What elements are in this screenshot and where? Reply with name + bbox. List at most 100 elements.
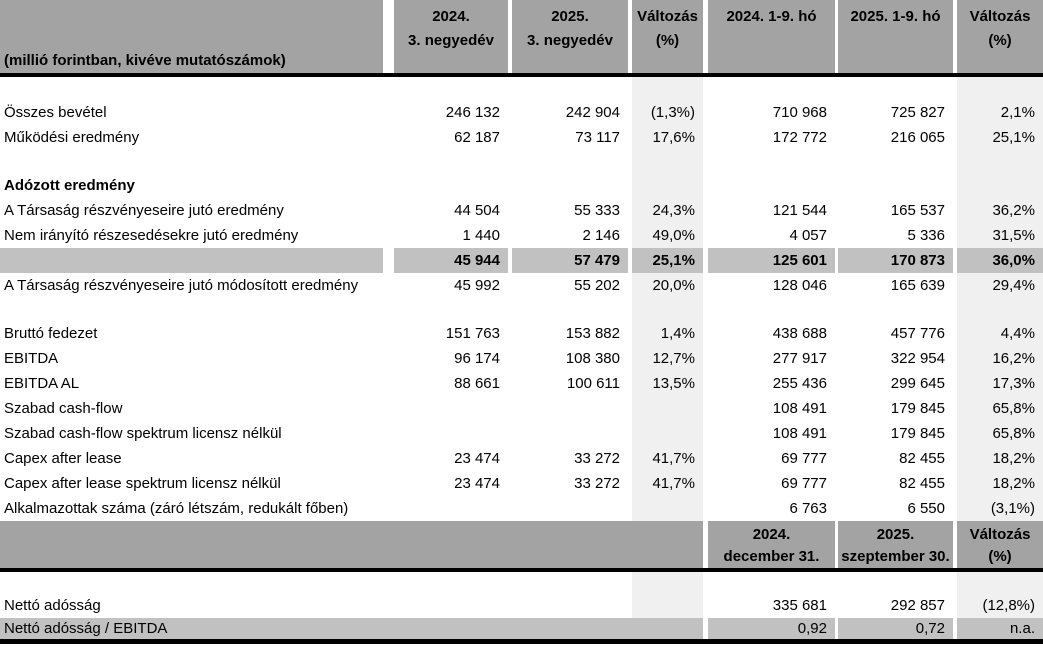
q3_2024-value: 246 132	[383, 100, 508, 125]
chg_q-value: 41,7%	[628, 446, 703, 471]
chg_ytd-value: (3,1%)	[953, 496, 1043, 521]
ytd_2024-value: 6 763	[703, 496, 835, 521]
table-row: Nettó adósság 335 681 292 857 (12,8%)	[0, 593, 1043, 618]
row-label	[0, 248, 383, 273]
row-label: Adózott eredmény	[4, 177, 135, 194]
q3_2024-value	[383, 396, 508, 421]
col-header-date-2024: 2024. december 31.	[703, 521, 835, 568]
table-row: Capex after lease spektrum licensz nélkü…	[0, 471, 1043, 496]
row-label: Nettó adósság	[4, 597, 101, 614]
chg_q-value: 1,4%	[628, 321, 703, 346]
chg_ytd-value: 25,1%	[953, 125, 1043, 150]
ytd_2024-value: 108 491	[703, 396, 835, 421]
chg_q-value	[628, 496, 703, 521]
q3_2024-value: 88 661	[383, 371, 508, 396]
table-row: Bruttó fedezet 151 763 153 882 1,4% 438 688 4…	[0, 321, 1043, 346]
q3_2024-value	[383, 496, 508, 521]
q3_2025-value: 2 146	[508, 223, 628, 248]
q3_2025-value: 242 904	[508, 100, 628, 125]
ytd_2024-value: 69 777	[703, 471, 835, 496]
table-row: Nettó adósság / EBITDA 0,92 0,72 n.a.	[0, 618, 1043, 639]
ytd_2025-value	[835, 173, 953, 198]
chg_ytd-value	[953, 77, 1043, 100]
table-row: 45 944 57 479 25,1% 125 601 170 873 36,0%	[0, 248, 1043, 273]
q3_2024-value: 96 174	[383, 346, 508, 371]
chg_ytd-value: 16,2%	[953, 346, 1043, 371]
q3_2025-value	[508, 421, 628, 446]
q3_2024-value: 23 474	[383, 446, 508, 471]
row-label: A Társaság részvényeseire jutó módosítot…	[4, 277, 359, 294]
col-header-ytd-2025: 2025. 1-9. hó	[835, 0, 953, 73]
ytd_2025-value: 457 776	[835, 321, 953, 346]
row-label	[0, 150, 383, 173]
q3_2025-value: 55 202	[508, 273, 628, 298]
ytd_2025-value: 6 550	[835, 496, 953, 521]
chg_q-value: 24,3%	[628, 198, 703, 223]
q3_2025-value	[508, 396, 628, 421]
balance-header-section: 2024. december 31. 2025. szeptember 30. …	[0, 521, 1043, 572]
q3_2025-value	[508, 77, 628, 100]
chg_q-value: 49,0%	[628, 223, 703, 248]
row-label: Alkalmazottak száma (záró létszám, reduk…	[4, 500, 349, 517]
ytd_2025-value: 322 954	[835, 346, 953, 371]
q3_2024-value	[383, 298, 508, 321]
row-label: EBITDA	[4, 350, 59, 367]
col-header-ytd-2024: 2024. 1-9. hó	[703, 0, 835, 73]
spacer-row	[0, 572, 1043, 593]
q3_2024-value	[383, 77, 508, 100]
row-label: Capex after lease spektrum licensz nélkü…	[4, 475, 281, 492]
chg_q-value	[628, 593, 703, 618]
ytd_2024-value: 172 772	[703, 125, 835, 150]
ytd_2024-value: 108 491	[703, 421, 835, 446]
q3_2024-value	[383, 421, 508, 446]
ytd_2024-value	[703, 77, 835, 100]
chg_ytd-value: n.a.	[953, 618, 1043, 639]
chg_ytd-value: 36,0%	[953, 248, 1043, 273]
row-label: Bruttó fedezet	[4, 325, 98, 342]
ytd_2025-value: 299 645	[835, 371, 953, 396]
table-row: Nem irányító részesedésekre jutó eredmén…	[0, 223, 1043, 248]
ytd_2024-value	[703, 572, 835, 593]
table-row: Szabad cash-flow spektrum licensz nélkül…	[0, 421, 1043, 446]
table-row: EBITDA AL 88 661 100 611 13,5% 255 436 299 64…	[0, 371, 1043, 396]
chg_ytd-value	[953, 572, 1043, 593]
q3_2025-value: 33 272	[508, 446, 628, 471]
ytd_2025-value: 82 455	[835, 446, 953, 471]
q3_2024-value: 1 440	[383, 223, 508, 248]
ytd_2025-value: 170 873	[835, 248, 953, 273]
chg_q-value	[628, 421, 703, 446]
unit-note: (millió forintban, kivéve mutatószámok)	[4, 52, 286, 69]
spacer-row	[0, 77, 1043, 100]
chg_q-value: 17,6%	[628, 125, 703, 150]
ytd_2024-value	[703, 150, 835, 173]
ytd_2025-value: 165 537	[835, 198, 953, 223]
chg_ytd-value: 2,1%	[953, 100, 1043, 125]
q3_2025-value: 33 272	[508, 471, 628, 496]
ytd_2024-value: 128 046	[703, 273, 835, 298]
q3_2024-value	[383, 593, 508, 618]
balance-section: Nettó adósság 335 681 292 857 (12,8%) Nettó …	[0, 572, 1043, 639]
chg_ytd-value: 29,4%	[953, 273, 1043, 298]
spacer-row	[0, 150, 1043, 173]
ytd_2024-value: 255 436	[703, 371, 835, 396]
col-header-change-balance: Változás (%)	[953, 521, 1043, 568]
ytd_2025-value: 179 845	[835, 421, 953, 446]
q3_2025-value	[508, 173, 628, 198]
ytd_2025-value	[835, 572, 953, 593]
row-label: EBITDA AL	[4, 375, 80, 392]
table-row: Capex after lease 23 474 33 272 41,7% 69 777…	[0, 446, 1043, 471]
q3_2024-value: 45 992	[383, 273, 508, 298]
ytd_2024-value: 4 057	[703, 223, 835, 248]
col-header-change-quarter: Változás (%)	[628, 0, 703, 73]
balance-header-divider-rule	[0, 568, 1043, 572]
q3_2025-value: 55 333	[508, 198, 628, 223]
col-header-date-2025: 2025. szeptember 30.	[835, 521, 953, 568]
table-row: Működési eredmény 62 187 73 117 17,6% 172 77…	[0, 125, 1043, 150]
chg_ytd-value	[953, 150, 1043, 173]
row-label: Capex after lease	[4, 450, 122, 467]
ytd_2024-value: 277 917	[703, 346, 835, 371]
chg_q-value: 41,7%	[628, 471, 703, 496]
ytd_2025-value	[835, 298, 953, 321]
spacer-row	[0, 298, 1043, 321]
table-row: A Társaság részvényeseire jutó eredmény 4…	[0, 198, 1043, 223]
